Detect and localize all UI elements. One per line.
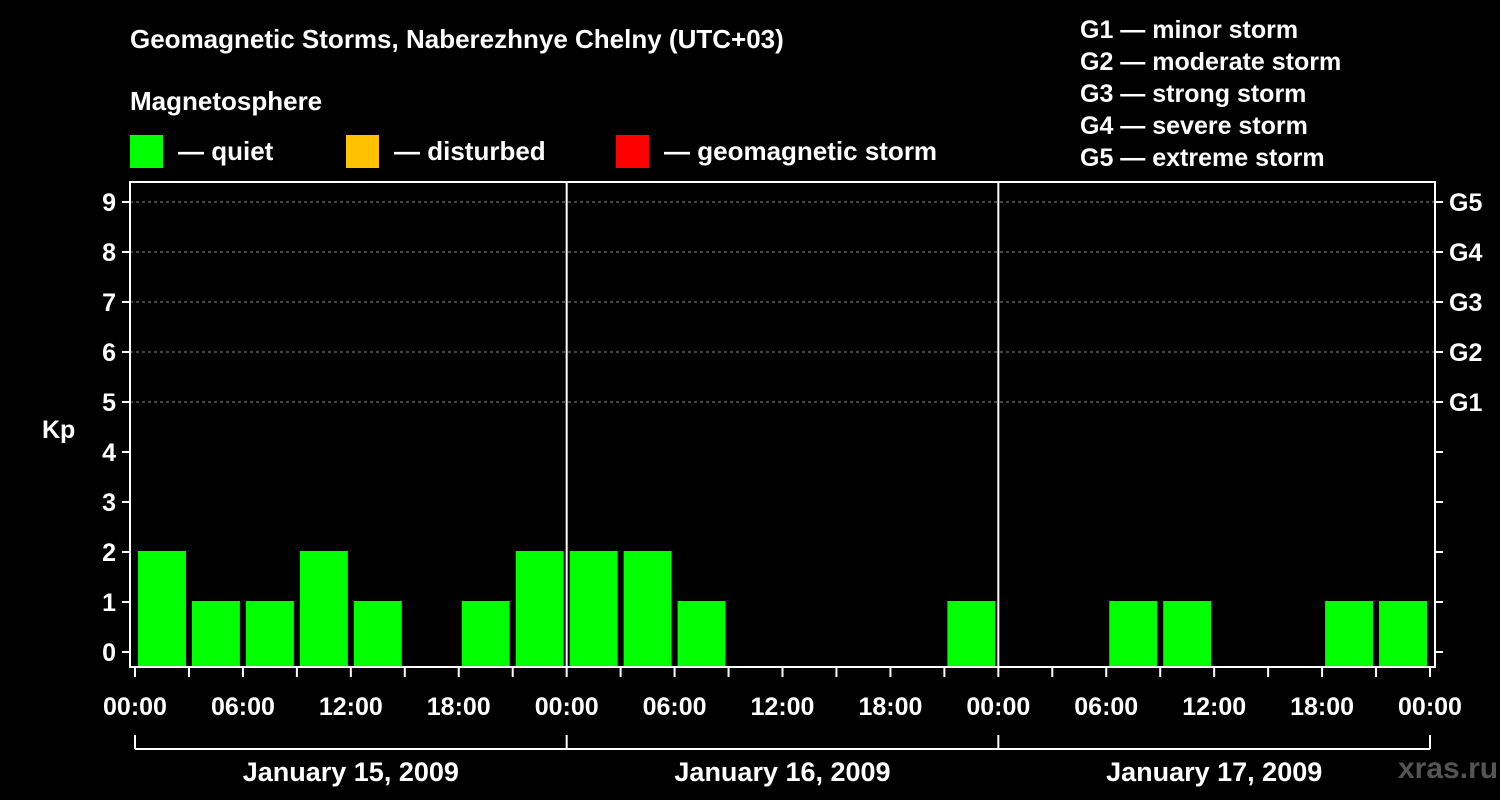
day-label-1: January 16, 2009 — [674, 757, 890, 787]
y-tick-label-2: 2 — [102, 539, 116, 567]
kp-bar-3 — [299, 551, 348, 667]
y-tick-label-0: 0 — [102, 639, 116, 667]
kp-bar-9 — [623, 551, 672, 667]
day-label-0: January 15, 2009 — [243, 757, 459, 787]
kp-bar-8 — [569, 551, 618, 667]
x-tick-label-1: 06:00 — [211, 693, 275, 721]
y-axis-label: Kp — [42, 416, 75, 444]
kp-bar-1 — [191, 601, 240, 667]
quiet-swatch — [130, 134, 163, 168]
y-tick-label-5: 5 — [102, 389, 116, 417]
x-tick-label-6: 12:00 — [751, 693, 815, 721]
x-tick-label-12: 00:00 — [1398, 693, 1462, 721]
y-tick-label-9: 9 — [102, 189, 116, 217]
kp-bar-2 — [245, 601, 294, 667]
kp-bar-10 — [677, 601, 726, 667]
x-tick-label-9: 06:00 — [1074, 693, 1138, 721]
g-scale-g5: G5 — extreme storm — [1080, 144, 1325, 172]
y-tick-label-6: 6 — [102, 339, 116, 367]
x-tick-label-10: 12:00 — [1182, 693, 1246, 721]
x-tick-label-5: 06:00 — [643, 693, 707, 721]
kp-bar-7 — [515, 551, 564, 667]
legend-item-storm: — geomagnetic storm — [616, 134, 937, 168]
kp-bar-19 — [1163, 601, 1212, 667]
g-level-label-g4: G4 — [1449, 239, 1482, 267]
legend-item-quiet: — quiet — [130, 134, 273, 168]
day-label-2: January 17, 2009 — [1106, 757, 1322, 787]
chart-title: Geomagnetic Storms, Naberezhnye Chelny (… — [130, 24, 784, 54]
legend-item-disturbed: — disturbed — [346, 134, 546, 168]
y-tick-label-8: 8 — [102, 239, 116, 267]
kp-bar-4 — [353, 601, 402, 667]
g-level-label-g5: G5 — [1449, 189, 1482, 217]
y-tick-label-7: 7 — [102, 289, 116, 317]
kp-bar-6 — [461, 601, 510, 667]
storm-swatch — [616, 134, 649, 168]
x-tick-label-4: 00:00 — [535, 693, 599, 721]
legend-label-disturbed: — disturbed — [394, 135, 546, 166]
x-tick-label-7: 18:00 — [858, 693, 922, 721]
g-scale-g3: G3 — strong storm — [1080, 80, 1307, 108]
watermark: xras.ru — [1398, 752, 1499, 785]
g-scale-g1: G1 — minor storm — [1080, 16, 1299, 44]
g-level-label-g3: G3 — [1449, 289, 1482, 317]
x-tick-label-8: 00:00 — [966, 693, 1030, 721]
chart-subtitle: Magnetosphere — [130, 86, 323, 116]
y-tick-label-4: 4 — [102, 439, 116, 467]
g-scale-g4: G4 — severe storm — [1080, 112, 1308, 140]
kp-bar-23 — [1379, 601, 1427, 667]
x-tick-label-11: 18:00 — [1290, 693, 1354, 721]
g-level-label-g1: G1 — [1449, 389, 1482, 417]
kp-bar-0 — [138, 551, 186, 667]
kp-bar-18 — [1109, 601, 1158, 667]
y-tick-label-3: 3 — [102, 489, 116, 517]
x-tick-label-0: 00:00 — [103, 693, 167, 721]
y-tick-label-1: 1 — [102, 589, 116, 617]
legend-label-storm: — geomagnetic storm — [664, 135, 938, 166]
disturbed-swatch — [346, 134, 379, 168]
kp-bar-22 — [1325, 601, 1374, 667]
legend-label-quiet: — quiet — [178, 135, 274, 166]
x-tick-label-3: 18:00 — [427, 693, 491, 721]
kp-bar-15 — [947, 601, 996, 667]
g-level-label-g2: G2 — [1449, 339, 1482, 367]
x-tick-label-2: 12:00 — [319, 693, 383, 721]
g-scale-legend: G1 — minor storm G2 — moderate storm G3 … — [1080, 14, 1341, 174]
g-scale-g2: G2 — moderate storm — [1080, 48, 1342, 76]
